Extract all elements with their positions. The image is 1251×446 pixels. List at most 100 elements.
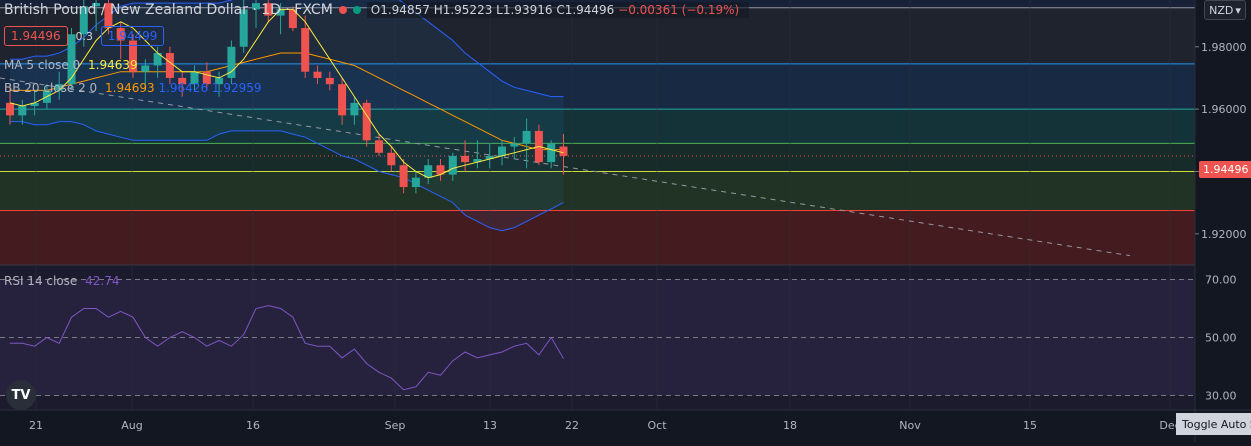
spread-value: 0.3	[75, 30, 93, 43]
market-status-icon	[338, 6, 347, 14]
high-value: H1.95223	[433, 3, 493, 17]
bb-basis-value: 1.94693	[105, 81, 155, 95]
toggle-auto-scale-button[interactable]: Toggle Auto Scale	[1176, 413, 1251, 435]
bb-basis-line	[10, 52, 564, 151]
time-tick-label: 18	[783, 419, 797, 432]
bid-button[interactable]: 1.94496	[4, 26, 68, 46]
candles	[6, 0, 568, 194]
candle-body	[350, 102, 359, 116]
fib-zone	[0, 171, 1195, 211]
trend-line[interactable]	[0, 77, 1131, 257]
candle-body	[485, 155, 494, 159]
symbol-legend: British Pound / New Zealand Dollar · 1D …	[4, 2, 750, 18]
candle-body	[165, 53, 174, 78]
candle-body	[522, 130, 531, 144]
candle-body	[547, 143, 556, 163]
ma-value: 1.94639	[88, 58, 138, 72]
time-tick-label: Oct	[647, 419, 667, 432]
change-value: −0.00361 (−0.19%)	[618, 3, 740, 17]
currency-label: NZD	[1209, 3, 1234, 17]
open-value: O1.94857	[370, 3, 430, 17]
price-tick-label: 1.96000	[1201, 103, 1247, 116]
time-tick-label: 21	[29, 419, 43, 432]
candle-body	[18, 106, 27, 116]
grid	[0, 0, 1195, 410]
candle-body	[55, 84, 64, 91]
rsi-value: 42.74	[85, 274, 120, 288]
bb-legend[interactable]: BB 20 close 2 0 1.94693 1.96426 1.92959	[4, 81, 262, 95]
close-value: C1.94496	[556, 3, 615, 17]
candle-body	[325, 77, 334, 85]
candle-body	[178, 77, 187, 85]
ma-line	[9, 8, 564, 179]
candle-body	[141, 65, 150, 72]
candle-body	[362, 102, 371, 141]
ask-button[interactable]: 1.94499	[100, 26, 165, 46]
chevron-down-icon: ▾	[1235, 3, 1241, 17]
candle-body	[227, 46, 236, 78]
ma-name: MA 5 close 0	[4, 58, 81, 72]
candle-body	[424, 165, 433, 178]
symbol-title[interactable]: British Pound / New Zealand Dollar · 1D …	[4, 2, 333, 18]
time-tick-label: Aug	[121, 419, 142, 432]
candle-body	[473, 159, 482, 163]
fib-zone	[0, 109, 1195, 144]
candle-body	[79, 6, 88, 35]
candle-body	[461, 155, 470, 163]
candle-body	[67, 34, 76, 85]
candle-body	[239, 9, 248, 47]
time-tick-label: 22	[565, 419, 579, 432]
rsi-name: RSI 14 close	[4, 274, 78, 288]
candle-body	[6, 102, 14, 116]
candle-body	[411, 177, 420, 188]
candle-body	[264, 3, 273, 16]
rsi-legend[interactable]: RSI 14 close 42.74	[4, 274, 120, 288]
time-tick-label: Nov	[899, 419, 921, 432]
rsi-pane	[10, 305, 564, 391]
bid-ask-widget: 1.94496 0.3 1.94499	[4, 26, 165, 46]
bb-upper-value: 1.96426	[158, 81, 209, 95]
rsi-tick-label: 70.00	[1205, 274, 1237, 287]
time-tick-label: 16	[246, 419, 260, 432]
candle-body	[92, 3, 101, 7]
fib-zone	[0, 210, 1195, 265]
bb-lower-line	[10, 121, 564, 232]
candle-body	[510, 143, 519, 147]
candle-body	[215, 77, 224, 85]
candle-body	[338, 84, 347, 116]
candle-body	[252, 3, 260, 10]
currency-selector[interactable]: NZD ▾	[1204, 0, 1246, 20]
fib-zone	[0, 143, 1195, 172]
candle-body	[498, 146, 506, 156]
rsi-tick-label: 30.00	[1205, 390, 1237, 403]
candle-body	[190, 71, 199, 85]
bb-name: BB 20 close 2 0	[4, 81, 98, 95]
ma-legend[interactable]: MA 5 close 0 1.94639	[4, 58, 138, 72]
candle-body	[153, 53, 162, 66]
trend-line-segment	[0, 77, 1131, 257]
candle-body	[375, 140, 383, 153]
candle-body	[129, 40, 137, 72]
price-axis-background	[1195, 0, 1251, 442]
candle-body	[436, 165, 445, 175]
candle-body	[276, 9, 285, 16]
candle-body	[559, 146, 568, 156]
candle-body	[288, 9, 297, 29]
time-tick-label: 13	[483, 419, 497, 432]
price-tick-label: 1.92000	[1201, 228, 1247, 241]
price-tick-label: 1.98000	[1201, 41, 1247, 54]
candle-body	[448, 155, 457, 175]
tradingview-logo-icon[interactable]: TV	[6, 380, 36, 410]
candle-body	[399, 165, 408, 188]
candle-body	[104, 3, 113, 29]
bb-lower-value: 1.92959	[211, 81, 262, 95]
time-tick-label: Sep	[385, 419, 406, 432]
time-tick-label: Dec	[1159, 419, 1180, 432]
candle-body	[313, 71, 322, 78]
time-tick-label: 15	[1023, 419, 1037, 432]
candle-body	[301, 28, 310, 72]
bb-upper-line	[10, 0, 564, 98]
